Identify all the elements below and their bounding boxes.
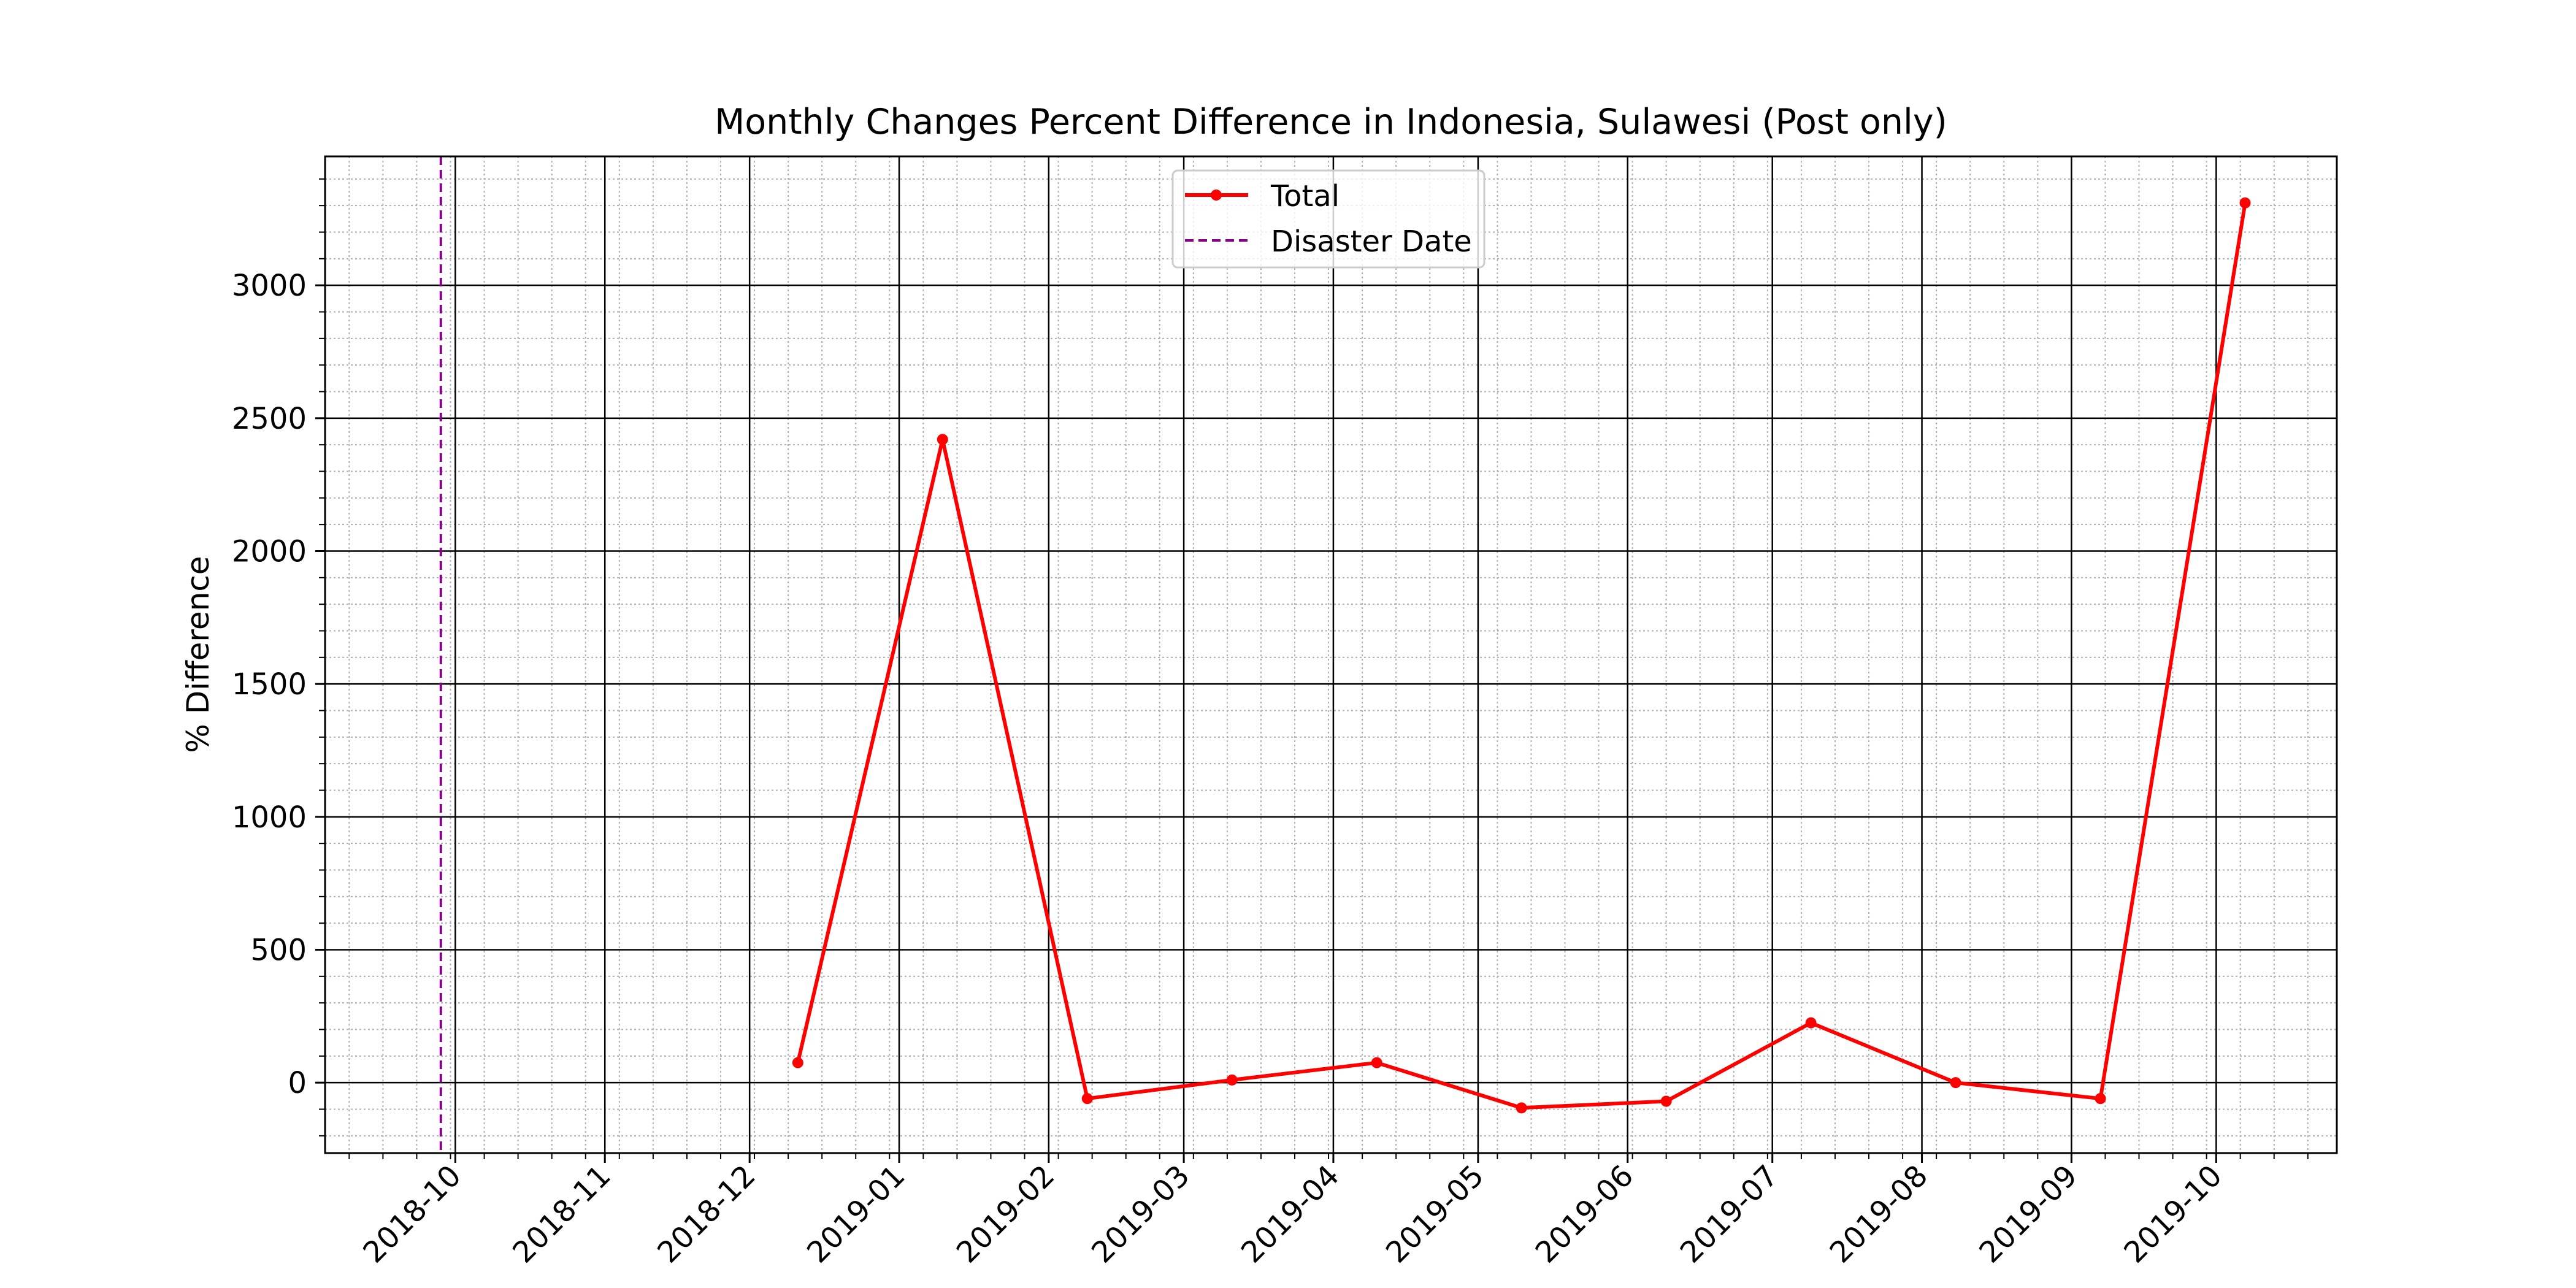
y-tick-label: 500: [250, 933, 307, 968]
data-point: [1226, 1074, 1238, 1086]
data-point: [937, 434, 948, 445]
y-tick-label: 1500: [232, 667, 307, 702]
legend-label-total: Total: [1270, 179, 1340, 213]
y-axis-label: % Difference: [180, 556, 216, 753]
y-axis-ticks: 0 500 1000 1500 2000 2500 3000: [232, 178, 325, 1137]
legend: Total Disaster Date: [1171, 169, 1485, 269]
data-point: [1516, 1102, 1527, 1114]
data-point: [1805, 1017, 1817, 1029]
y-tick-label: 2500: [232, 402, 307, 436]
y-tick-label: 2000: [232, 535, 307, 569]
data-point: [1950, 1077, 1961, 1089]
plot-area-frame: [324, 155, 2338, 1154]
y-tick-label: 1000: [232, 800, 307, 835]
major-grid: [325, 156, 2337, 1153]
data-point: [792, 1057, 803, 1068]
series-layer: [792, 197, 2251, 1114]
data-point: [1660, 1095, 1672, 1107]
legend-label-disaster-date: Disaster Date: [1271, 224, 1472, 259]
legend-total-marker: [1211, 190, 1222, 201]
data-point: [1371, 1057, 1382, 1068]
y-tick-label: 0: [288, 1066, 307, 1100]
chart-title: Monthly Changes Percent Difference in In…: [715, 102, 1947, 142]
y-tick-label: 3000: [232, 269, 307, 303]
data-point: [2095, 1093, 2106, 1105]
data-point: [2239, 197, 2251, 209]
legend-box: [1171, 169, 1485, 269]
data-point: [1081, 1093, 1093, 1105]
